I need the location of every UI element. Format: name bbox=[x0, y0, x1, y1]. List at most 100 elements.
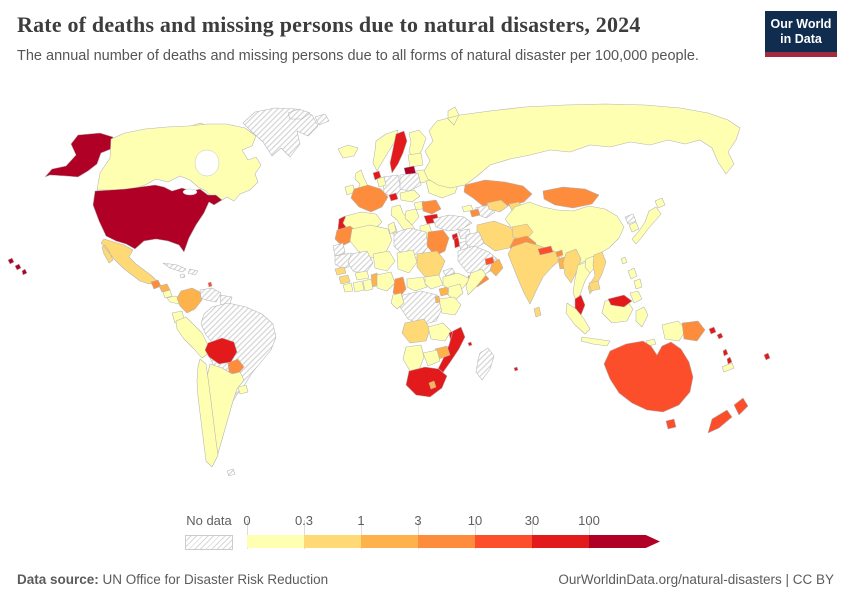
country-hawaii[interactable] bbox=[7, 257, 28, 276]
country-united-states[interactable] bbox=[92, 184, 223, 253]
country-iceland[interactable] bbox=[337, 144, 359, 159]
legend-bin-100+[interactable] bbox=[589, 535, 660, 548]
country-norway[interactable] bbox=[372, 129, 399, 172]
country-niger[interactable] bbox=[372, 250, 396, 272]
country-angola[interactable] bbox=[401, 318, 431, 344]
country-tasmania[interactable] bbox=[665, 418, 677, 430]
country-lesser-antilles[interactable] bbox=[207, 281, 213, 288]
owid-logo[interactable]: Our World in Data bbox=[765, 11, 837, 57]
country-lebanon-israel[interactable] bbox=[453, 236, 461, 249]
country-india[interactable] bbox=[507, 241, 562, 305]
country-north-korea[interactable] bbox=[624, 213, 637, 225]
country-senegal[interactable] bbox=[334, 266, 347, 276]
country-indonesia-sulawesi[interactable] bbox=[635, 306, 649, 328]
country-mongolia[interactable] bbox=[542, 186, 600, 209]
country-uganda[interactable] bbox=[438, 286, 450, 297]
country-south-korea[interactable] bbox=[628, 221, 640, 233]
country-greenland[interactable] bbox=[242, 107, 319, 158]
country-colombia[interactable] bbox=[176, 287, 203, 314]
country-sweden[interactable] bbox=[389, 130, 408, 174]
country-germany[interactable] bbox=[382, 174, 402, 199]
country-romania[interactable] bbox=[421, 199, 442, 215]
country-tunisia[interactable] bbox=[387, 221, 397, 235]
legend-bin-0.3-1[interactable] bbox=[304, 535, 361, 548]
country-venezuela[interactable] bbox=[199, 287, 222, 303]
country-iraq[interactable] bbox=[465, 231, 485, 250]
country-indonesia-sumatra[interactable] bbox=[565, 302, 591, 335]
country-nicaragua[interactable] bbox=[162, 289, 173, 299]
country-brazil[interactable] bbox=[200, 302, 277, 402]
country-falkland-islands[interactable] bbox=[226, 468, 236, 477]
country-somalia[interactable] bbox=[465, 268, 487, 296]
legend-bin-10-30[interactable] bbox=[475, 535, 532, 548]
country-nigeria[interactable] bbox=[376, 271, 396, 292]
country-cuba[interactable] bbox=[162, 262, 187, 273]
country-sierra-leone-liberia[interactable] bbox=[342, 282, 354, 293]
country-guinea[interactable] bbox=[338, 274, 351, 285]
country-balkans[interactable] bbox=[404, 208, 420, 226]
country-australia[interactable] bbox=[603, 340, 694, 413]
country-indonesia-papua[interactable] bbox=[661, 320, 687, 342]
country-myanmar[interactable] bbox=[562, 248, 582, 284]
country-bhutan[interactable] bbox=[555, 249, 564, 258]
country-botswana[interactable] bbox=[422, 349, 441, 367]
country-rwanda-burundi[interactable] bbox=[434, 295, 441, 304]
country-philippines[interactable] bbox=[627, 267, 643, 304]
country-russia[interactable] bbox=[423, 103, 741, 189]
country-paraguay[interactable] bbox=[227, 358, 245, 376]
country-taiwan[interactable] bbox=[620, 256, 628, 265]
country-new-caledonia[interactable] bbox=[721, 362, 735, 373]
country-switzerland[interactable] bbox=[388, 192, 399, 202]
country-indonesia-java[interactable] bbox=[580, 336, 611, 347]
country-cameroon[interactable] bbox=[392, 276, 407, 298]
country-egypt[interactable] bbox=[426, 229, 450, 257]
country-new-zealand[interactable] bbox=[707, 397, 749, 434]
country-svalbard[interactable] bbox=[287, 108, 330, 126]
country-burkina-faso[interactable] bbox=[354, 270, 370, 281]
country-western-sahara[interactable] bbox=[332, 242, 346, 257]
legend-bin-0-0.3[interactable] bbox=[247, 535, 304, 548]
country-madagascar[interactable] bbox=[475, 347, 495, 381]
country-mauritius[interactable] bbox=[513, 366, 519, 372]
country-eritrea[interactable] bbox=[442, 267, 456, 277]
country-uae[interactable] bbox=[484, 256, 495, 266]
country-france[interactable] bbox=[350, 184, 389, 213]
country-japan[interactable] bbox=[631, 197, 666, 245]
country-guatemala[interactable] bbox=[150, 279, 162, 290]
country-ghana[interactable] bbox=[362, 278, 374, 292]
country-sudan[interactable] bbox=[416, 250, 446, 278]
country-tanzania[interactable] bbox=[438, 296, 462, 316]
country-drc[interactable] bbox=[399, 290, 443, 326]
country-sri-lanka[interactable] bbox=[533, 306, 542, 318]
country-bolivia[interactable] bbox=[204, 337, 238, 365]
country-uruguay[interactable] bbox=[237, 384, 249, 395]
legend-bin-1-3[interactable] bbox=[361, 535, 418, 548]
country-jamaica[interactable] bbox=[179, 273, 186, 279]
country-central-african-republic[interactable] bbox=[406, 276, 428, 292]
country-solomon-islands[interactable] bbox=[708, 326, 724, 340]
country-vanuatu[interactable] bbox=[722, 348, 733, 365]
country-ivory-coast[interactable] bbox=[352, 280, 365, 293]
country-zambia[interactable] bbox=[427, 322, 452, 342]
country-georgia[interactable] bbox=[461, 204, 474, 213]
country-denmark[interactable] bbox=[372, 170, 382, 181]
country-azerbaijan[interactable] bbox=[469, 208, 481, 218]
country-gabon-congo[interactable] bbox=[390, 292, 405, 310]
footer-link[interactable]: OurWorldinData.org/natural-disasters | C… bbox=[558, 572, 834, 587]
country-poland[interactable] bbox=[399, 172, 422, 192]
country-comoros[interactable] bbox=[467, 341, 473, 347]
country-benelux[interactable] bbox=[376, 176, 387, 188]
country-austria-czechia[interactable] bbox=[399, 189, 421, 203]
country-malaysia[interactable] bbox=[574, 294, 633, 316]
country-namibia[interactable] bbox=[402, 344, 425, 372]
country-cambodia[interactable] bbox=[588, 280, 601, 292]
country-south-africa[interactable] bbox=[405, 366, 448, 398]
country-hispaniola[interactable] bbox=[187, 268, 199, 276]
country-nepal[interactable] bbox=[537, 245, 554, 256]
legend-bin-30-100[interactable] bbox=[532, 535, 589, 548]
country-uzbekistan[interactable] bbox=[486, 199, 509, 213]
country-chile[interactable] bbox=[196, 358, 219, 468]
country-south-sudan[interactable] bbox=[424, 274, 444, 290]
country-kenya[interactable] bbox=[447, 283, 464, 301]
country-fiji[interactable] bbox=[763, 352, 771, 361]
